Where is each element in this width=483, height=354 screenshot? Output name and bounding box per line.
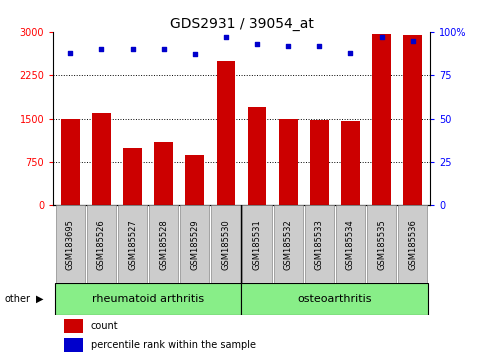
Point <box>284 43 292 48</box>
Bar <box>123 148 142 205</box>
Text: count: count <box>91 321 118 331</box>
Bar <box>242 283 428 315</box>
Title: GDS2931 / 39054_at: GDS2931 / 39054_at <box>170 17 313 31</box>
Text: GSM185527: GSM185527 <box>128 219 137 270</box>
Text: osteoarthritis: osteoarthritis <box>298 294 372 304</box>
Text: GSM185535: GSM185535 <box>377 219 386 270</box>
Bar <box>149 205 178 283</box>
Point <box>315 43 323 48</box>
Text: GSM185528: GSM185528 <box>159 219 168 270</box>
Text: GSM185532: GSM185532 <box>284 219 293 270</box>
Bar <box>180 205 210 283</box>
Point <box>253 41 261 47</box>
Bar <box>398 205 427 283</box>
Bar <box>273 205 303 283</box>
Text: GSM185534: GSM185534 <box>346 219 355 270</box>
Point <box>378 34 385 40</box>
Bar <box>372 34 391 205</box>
Point <box>347 50 355 56</box>
Bar <box>279 119 298 205</box>
Bar <box>64 338 83 352</box>
Bar <box>216 61 235 205</box>
Bar <box>185 155 204 205</box>
Bar <box>403 35 422 205</box>
Bar <box>56 205 85 283</box>
Bar <box>310 120 328 205</box>
Bar <box>87 205 116 283</box>
Point <box>222 34 230 40</box>
Text: GSM185536: GSM185536 <box>408 219 417 270</box>
Bar <box>155 142 173 205</box>
Point <box>98 46 105 52</box>
Point <box>160 46 168 52</box>
Point <box>66 50 74 56</box>
Bar <box>92 113 111 205</box>
Text: other: other <box>5 294 31 304</box>
Bar <box>341 121 360 205</box>
Text: rheumatoid arthritis: rheumatoid arthritis <box>92 294 204 304</box>
Point <box>128 46 136 52</box>
Point <box>191 52 199 57</box>
Bar <box>305 205 334 283</box>
Text: GSM185533: GSM185533 <box>315 219 324 270</box>
Bar <box>118 205 147 283</box>
Bar <box>55 283 242 315</box>
Text: GSM185526: GSM185526 <box>97 219 106 270</box>
Bar <box>64 319 83 333</box>
Text: percentile rank within the sample: percentile rank within the sample <box>91 341 256 350</box>
Text: GSM185530: GSM185530 <box>221 219 230 270</box>
Text: GSM185529: GSM185529 <box>190 219 199 270</box>
Bar <box>248 107 267 205</box>
Bar <box>367 205 396 283</box>
Text: ▶: ▶ <box>36 294 44 304</box>
Bar <box>211 205 241 283</box>
Text: GSM185531: GSM185531 <box>253 219 262 270</box>
Bar <box>336 205 365 283</box>
Bar <box>242 205 272 283</box>
Point <box>409 38 417 44</box>
Bar <box>61 119 80 205</box>
Text: GSM183695: GSM183695 <box>66 219 75 270</box>
